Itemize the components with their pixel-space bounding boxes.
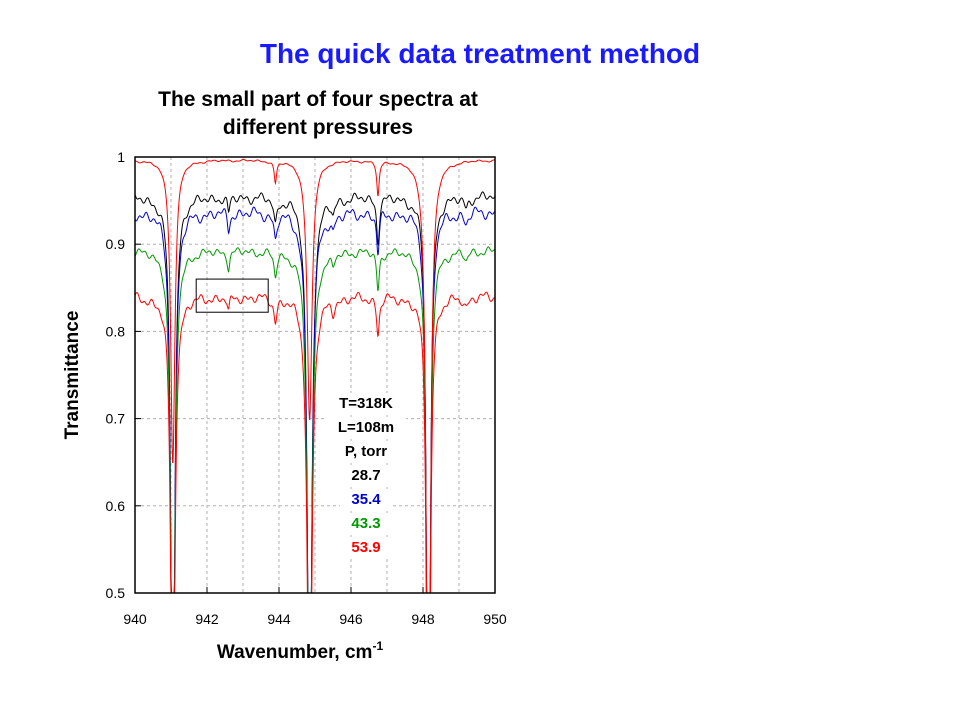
series-line-35.4	[134, 206, 496, 594]
annotation-text: T=318K	[339, 395, 393, 412]
series-line-53.9	[134, 291, 496, 594]
y-axis: 0.5 0.6 0.7 0.8 0.9 1	[106, 149, 141, 601]
y-tick-label: 0.9	[106, 236, 126, 252]
highlight-box	[195, 278, 269, 313]
annotation-bg	[326, 441, 406, 461]
y-axis-label: Transmittance	[62, 311, 83, 440]
annotation-bg	[340, 513, 392, 533]
y-tick-label: 0.6	[106, 498, 126, 514]
chart-title: The small part of four spectra at differ…	[118, 86, 518, 142]
chart-title-line-2: different pressures	[222, 116, 414, 139]
slide-title: The quick data treatment method	[259, 38, 701, 69]
x-axis: 940 942 944 946 948 950	[123, 587, 507, 627]
x-tick-label: 946	[339, 611, 363, 627]
y-tick-label: 0.8	[106, 323, 126, 339]
pressure-label: 35.4	[351, 491, 381, 508]
annotation-text: P, torr	[345, 443, 387, 460]
y-tick-label: 1	[117, 149, 125, 165]
x-axis-label: Wavenumber, cm-1	[217, 639, 384, 663]
y-tick-label: 0.5	[106, 585, 126, 601]
series-line-43.3	[134, 246, 496, 594]
chart-title-line-1: The small part of four spectra at	[158, 88, 478, 111]
x-tick-label: 948	[411, 611, 435, 627]
x-axis-label-text: Wavenumber, cm	[217, 642, 373, 663]
annotation-bg	[326, 393, 406, 413]
x-tick-label: 940	[123, 611, 147, 627]
annotation-bg	[340, 465, 392, 485]
x-axis-label-superscript: -1	[372, 639, 383, 653]
series-group	[134, 159, 496, 594]
series-line-vacuum	[135, 159, 496, 594]
annotation: T=318K L=108m P, torr 28.7 35.4 43.3 53.9	[326, 393, 406, 557]
annotation-bg	[326, 417, 406, 437]
pressure-label: 28.7	[351, 467, 380, 484]
x-tick-label: 944	[267, 611, 291, 627]
y-tick-label: 0.7	[106, 411, 126, 427]
annotation-bg	[340, 537, 392, 557]
pressure-label: 53.9	[351, 539, 380, 556]
annotation-text: L=108m	[338, 419, 394, 436]
x-tick-label: 950	[483, 611, 507, 627]
pressure-label: 43.3	[351, 515, 380, 532]
plot-frame	[134, 156, 496, 594]
annotation-bg	[340, 489, 392, 509]
x-tick-label: 942	[195, 611, 219, 627]
